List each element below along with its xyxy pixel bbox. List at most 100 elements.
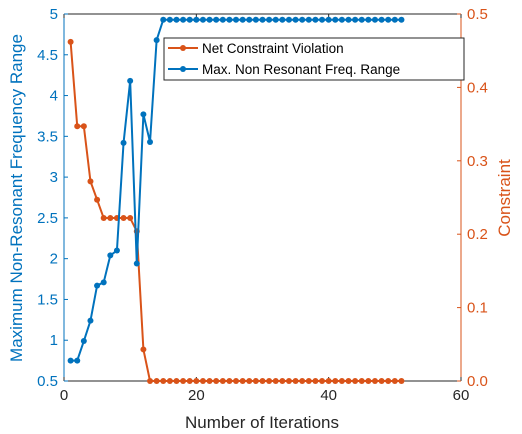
- data-point-net-constraint-violation: [279, 378, 286, 384]
- data-point-net-constraint-violation: [120, 215, 127, 222]
- data-point-net-constraint-violation: [239, 378, 246, 384]
- data-point-max-non-resonant-freq-range: [332, 16, 339, 23]
- data-point-max-non-resonant-freq-range: [80, 338, 87, 345]
- data-point-net-constraint-violation: [252, 378, 259, 384]
- data-point-max-non-resonant-freq-range: [299, 16, 306, 23]
- data-point-max-non-resonant-freq-range: [127, 77, 134, 84]
- data-point-max-non-resonant-freq-range: [153, 37, 160, 44]
- x-tick-label: 20: [188, 387, 205, 404]
- data-point-net-constraint-violation: [199, 378, 206, 384]
- data-point-net-constraint-violation: [352, 378, 359, 384]
- data-point-max-non-resonant-freq-range: [319, 16, 326, 23]
- data-point-max-non-resonant-freq-range: [272, 16, 279, 23]
- data-point-net-constraint-violation: [259, 378, 266, 384]
- data-point-net-constraint-violation: [180, 378, 187, 384]
- data-point-net-constraint-violation: [213, 378, 220, 384]
- x-tick-label: 60: [453, 387, 470, 404]
- data-point-net-constraint-violation: [147, 378, 154, 384]
- data-point-max-non-resonant-freq-range: [133, 260, 140, 267]
- data-point-max-non-resonant-freq-range: [325, 16, 332, 23]
- data-point-max-non-resonant-freq-range: [365, 16, 372, 23]
- left-y-axis-title: Maximum Non-Resonant Frequency Range: [7, 34, 26, 362]
- data-point-max-non-resonant-freq-range: [100, 279, 107, 286]
- x-tick-label: 40: [320, 387, 337, 404]
- data-point-max-non-resonant-freq-range: [186, 16, 193, 23]
- data-point-net-constraint-violation: [358, 378, 365, 384]
- series-max-non-resonant-freq-range: [67, 16, 405, 364]
- data-point-net-constraint-violation: [398, 378, 405, 384]
- data-point-max-non-resonant-freq-range: [246, 16, 253, 23]
- data-point-net-constraint-violation: [94, 196, 101, 203]
- data-point-max-non-resonant-freq-range: [378, 16, 385, 23]
- data-point-max-non-resonant-freq-range: [74, 357, 81, 364]
- data-point-max-non-resonant-freq-range: [87, 317, 94, 324]
- right-y-tick-label: 0.0: [467, 373, 488, 390]
- data-point-net-constraint-violation: [74, 123, 81, 130]
- data-point-max-non-resonant-freq-range: [206, 16, 213, 23]
- right-y-tick-label: 0.1: [467, 300, 488, 317]
- data-point-net-constraint-violation: [325, 378, 332, 384]
- data-point-net-constraint-violation: [385, 378, 392, 384]
- data-point-net-constraint-violation: [285, 378, 292, 384]
- data-point-max-non-resonant-freq-range: [312, 16, 319, 23]
- data-point-max-non-resonant-freq-range: [352, 16, 359, 23]
- data-point-net-constraint-violation: [173, 378, 180, 384]
- data-point-net-constraint-violation: [80, 123, 87, 130]
- data-point-max-non-resonant-freq-range: [219, 16, 226, 23]
- data-point-net-constraint-violation: [186, 378, 193, 384]
- data-point-max-non-resonant-freq-range: [371, 16, 378, 23]
- data-point-max-non-resonant-freq-range: [199, 16, 206, 23]
- x-axis-title: Number of Iterations: [185, 413, 339, 432]
- legend-box: [163, 37, 465, 81]
- data-point-net-constraint-violation: [160, 378, 167, 384]
- data-point-net-constraint-violation: [87, 178, 94, 185]
- series-layer: [67, 16, 405, 384]
- data-point-max-non-resonant-freq-range: [398, 16, 405, 23]
- left-y-tick-label: 3.5: [37, 128, 58, 145]
- left-y-tick-label: 0.5: [37, 373, 58, 390]
- legend-marker-max-non-resonant-freq-range: [180, 66, 186, 72]
- data-point-net-constraint-violation: [371, 378, 378, 384]
- data-point-net-constraint-violation: [332, 378, 339, 384]
- data-point-net-constraint-violation: [67, 38, 74, 45]
- data-point-net-constraint-violation: [345, 378, 352, 384]
- x-tick-label: 0: [60, 387, 68, 404]
- right-y-tick-label: 0.5: [467, 6, 488, 23]
- data-point-max-non-resonant-freq-range: [345, 16, 352, 23]
- left-y-tick-label: 4.5: [37, 47, 58, 64]
- data-point-max-non-resonant-freq-range: [166, 16, 173, 23]
- data-point-max-non-resonant-freq-range: [213, 16, 220, 23]
- left-y-tick-label: 5: [50, 6, 58, 23]
- data-point-max-non-resonant-freq-range: [385, 16, 392, 23]
- data-point-net-constraint-violation: [338, 378, 345, 384]
- data-point-max-non-resonant-freq-range: [279, 16, 286, 23]
- data-point-max-non-resonant-freq-range: [113, 247, 120, 254]
- left-y-tick-label: 3: [50, 169, 58, 186]
- left-y-tick-label: 1: [50, 332, 58, 349]
- data-point-net-constraint-violation: [266, 378, 273, 384]
- data-point-max-non-resonant-freq-range: [233, 16, 240, 23]
- data-point-net-constraint-violation: [153, 378, 160, 384]
- right-y-tick-label: 0.2: [467, 226, 488, 243]
- data-point-net-constraint-violation: [100, 215, 107, 222]
- data-point-net-constraint-violation: [140, 346, 147, 353]
- data-point-net-constraint-violation: [193, 378, 200, 384]
- right-y-tick-label: 0.4: [467, 79, 488, 96]
- data-point-max-non-resonant-freq-range: [292, 16, 299, 23]
- series-net-constraint-violation: [67, 38, 405, 384]
- right-y-axis-ticks: 0.0 0.1 0.2 0.3 0.4 0.5: [457, 6, 488, 390]
- data-point-net-constraint-violation: [299, 378, 306, 384]
- data-point-net-constraint-violation: [305, 378, 312, 384]
- x-axis-ticks: 0 20 40 60: [60, 14, 470, 404]
- data-point-max-non-resonant-freq-range: [338, 16, 345, 23]
- legend-marker-net-constraint-violation: [180, 45, 186, 51]
- data-point-net-constraint-violation: [107, 215, 114, 222]
- data-point-max-non-resonant-freq-range: [120, 139, 127, 146]
- left-y-tick-label: 2: [50, 251, 58, 268]
- data-point-net-constraint-violation: [226, 378, 233, 384]
- left-y-tick-label: 4: [50, 88, 58, 105]
- data-point-max-non-resonant-freq-range: [305, 16, 312, 23]
- data-point-net-constraint-violation: [365, 378, 372, 384]
- data-point-net-constraint-violation: [378, 378, 385, 384]
